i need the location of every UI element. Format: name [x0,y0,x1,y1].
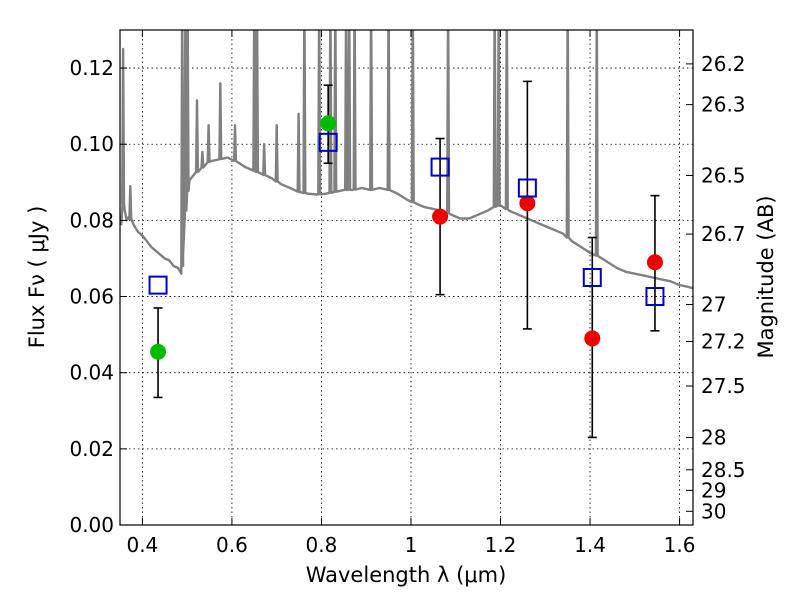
model-spectrum-layer [120,30,693,290]
model-spectrum-line [120,30,693,290]
mag-tick-label: 26.7 [701,222,746,246]
y-tick-label: 0.12 [69,56,114,80]
mag-tick-label: 26.2 [701,52,746,76]
marker-layer [148,115,665,360]
data-point-circle [646,254,663,271]
mag-tick-label: 28.5 [701,458,746,482]
y-tick-label: 0.10 [69,132,114,156]
mag-tick-label: 26.5 [701,163,746,187]
x-tick-label: 1.2 [485,533,517,557]
y2-axis-label: Magnitude (AB) [754,195,778,358]
y-tick-label: 0.00 [69,513,114,537]
axis-ticks: 0.4 0.6 0.8 1 1.2 1.4 1.6 0.00 0.02 0.04 0.06 0.08 0… [69,30,746,557]
data-point-square [148,275,168,295]
data-point-circle [320,115,337,132]
data-point-circle [432,208,449,225]
x-tick-label: 1.6 [664,533,696,557]
x-tick-label: 0.4 [126,533,158,557]
mag-tick-label: 28 [701,425,726,449]
data-point-circle [519,195,536,212]
plot-area [120,30,693,525]
data-point-circle [584,330,601,347]
mag-tick-label: 30 [701,499,726,523]
y-tick-label: 0.08 [69,208,114,232]
data-point-square [582,268,602,287]
plot-frame [119,29,694,526]
y-axis-label: Flux Fν ( μJy ) [25,206,49,349]
mag-tick-label: 27 [701,293,726,317]
x-tick-label: 0.8 [306,533,338,557]
y-tick-label: 0.02 [69,437,114,461]
mag-tick-label: 27.5 [701,374,746,398]
y-tick-label: 0.06 [69,285,114,309]
data-point-square [430,157,450,177]
x-axis-label: Wavelength λ (μm) [306,563,507,587]
x-tick-label: 0.6 [216,533,248,557]
data-point-square [517,178,537,198]
data-point-circle [150,343,167,360]
mag-tick-label: 29 [701,478,726,502]
x-tick-label: 1 [405,533,418,557]
mag-tick-label: 27.2 [701,329,746,353]
y-tick-label: 0.04 [69,361,114,385]
data-point-square [645,287,665,307]
x-tick-label: 1.4 [574,533,606,557]
mag-tick-label: 26.3 [701,93,746,117]
data-point-square [318,132,338,152]
